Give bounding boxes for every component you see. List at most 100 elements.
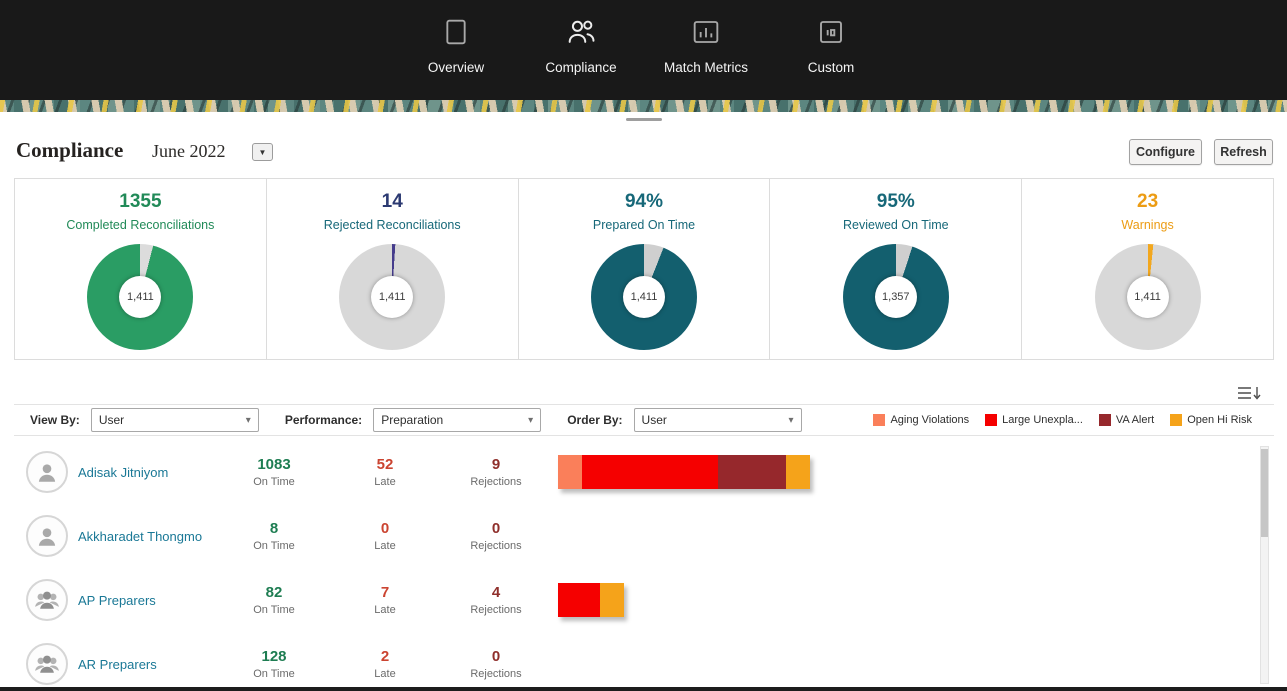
period-dropdown-button[interactable]: ▼ [252,143,273,161]
legend-swatch [985,414,998,426]
compliance-icon [564,12,598,52]
on-time-value: 1083 [257,456,291,473]
kpi-label: Rejected Reconciliations [323,218,461,232]
performance-select[interactable]: Preparation ▾ [373,408,542,432]
panel-drag-handle[interactable] [625,118,662,121]
tab-compliance[interactable]: Compliance [519,12,644,75]
chevron-down-icon: ▼ [258,147,267,157]
order-by-value: User [641,413,667,427]
kpi-label: Reviewed On Time [842,218,949,232]
warnings-donut-chart[interactable]: 1,411 [1094,244,1201,350]
user-name-link[interactable]: Adisak Jitniyom [78,464,169,480]
on-time-caption: On Time [253,604,295,616]
on-time-stat: 1083 On Time [229,456,319,488]
late-caption: Late [374,476,396,488]
prepared-donut-chart[interactable]: 1,411 [590,244,697,350]
bottom-edge-strip [0,687,1287,691]
rejections-stat: 0 Rejections [451,648,541,680]
filter-toolbar: View By: User ▾ Performance: Preparation… [14,404,1274,436]
user-name-link[interactable]: Akkharadet Thongmo [78,528,203,544]
table-row: AR Preparers 128 On Time 2 Late 0 Reject… [14,632,1274,691]
late-value: 0 [380,520,390,537]
late-caption: Late [374,668,396,680]
tab-custom[interactable]: Custom [769,12,894,75]
kpi-prepared-on-time: 94% Prepared On Time 1,411 [517,179,770,359]
legend-va-alert: VA Alert [1098,414,1154,426]
legend-open-hi-risk: Open Hi Risk [1170,414,1252,426]
violations-bar-chart[interactable] [558,455,810,489]
legend-label: Aging Violations [890,414,970,426]
late-stat: 0 Late [345,520,425,552]
kpi-completed-reconciliations: 1355 Completed Reconciliations 1,411 [15,179,266,359]
donut-center-value: 1,411 [622,276,665,318]
overview-icon [440,12,472,52]
on-time-value: 82 [265,584,283,601]
performance-label: Performance: [284,413,363,427]
donut-center-value: 1,357 [874,276,917,318]
rejected-donut-chart[interactable]: 1,411 [339,244,446,350]
tab-match-metrics[interactable]: Match Metrics [644,12,769,75]
table-options-icon[interactable] [1236,384,1262,402]
on-time-caption: On Time [253,540,295,552]
kpi-label: Warnings [1121,218,1174,232]
chevron-down-icon: ▾ [528,414,534,426]
kpi-value: 14 [381,191,403,212]
view-by-label: View By: [30,413,80,427]
kpi-value: 1355 [119,191,162,212]
group-avatar-icon [26,643,68,685]
view-by-value: User [98,413,125,427]
chevron-down-icon: ▾ [788,414,794,426]
late-value: 7 [380,584,390,601]
decorative-pattern-band [0,100,1287,112]
rejections-stat: 4 Rejections [451,584,541,616]
order-by-label: Order By: [567,413,623,427]
tab-overview[interactable]: Overview [394,12,519,75]
late-value: 52 [376,456,394,473]
reviewed-donut-chart[interactable]: 1,357 [842,244,949,350]
kpi-value: 95% [876,191,915,212]
top-navigation: Overview Compliance Match Metrics [0,0,1287,100]
table-scrollbar[interactable] [1260,446,1269,684]
rejections-value: 0 [491,648,501,665]
donut-center-value: 1,411 [119,276,162,318]
period-label: June 2022 [152,141,226,161]
kpi-value: 94% [624,191,663,212]
configure-button[interactable]: Configure [1129,139,1202,165]
rejections-value: 9 [491,456,501,473]
on-time-value: 128 [261,648,287,665]
on-time-value: 8 [269,520,279,537]
table-row: Adisak Jitniyom 1083 On Time 52 Late 9 R… [14,440,1274,504]
on-time-stat: 82 On Time [229,584,319,616]
donut-center-value: 1,411 [371,276,414,318]
on-time-caption: On Time [253,476,295,488]
late-value: 2 [380,648,390,665]
rejections-caption: Rejections [470,476,522,488]
completed-donut-chart[interactable]: 1,411 [87,244,194,350]
legend-large-unexplained: Large Unexpla... [985,414,1083,426]
late-caption: Late [374,540,396,552]
chevron-down-icon: ▾ [245,414,251,426]
scrollbar-thumb[interactable] [1261,449,1268,537]
person-avatar-icon [26,451,68,493]
kpi-rejected-reconciliations: 14 Rejected Reconciliations 1,411 [265,179,518,359]
legend-label: Open Hi Risk [1187,414,1252,426]
kpi-value: 23 [1137,191,1159,212]
violations-bar-chart[interactable] [558,583,624,617]
legend-swatch [1170,414,1183,426]
table-row: AP Preparers 82 On Time 7 Late 4 Rejecti… [14,568,1274,632]
refresh-button[interactable]: Refresh [1214,139,1273,165]
match-metrics-icon [690,12,722,52]
group-name-link[interactable]: AR Preparers [78,656,157,672]
on-time-caption: On Time [253,668,295,680]
view-by-select[interactable]: User ▾ [90,408,259,432]
group-name-link[interactable]: AP Preparers [78,592,156,608]
rejections-stat: 9 Rejections [451,456,541,488]
performance-table: Adisak Jitniyom 1083 On Time 52 Late 9 R… [14,440,1274,691]
legend-label: Large Unexpla... [1002,414,1083,426]
page-title: Compliance [16,138,124,162]
person-avatar-icon [26,515,68,557]
rejections-caption: Rejections [470,668,522,680]
order-by-select[interactable]: User ▾ [633,408,802,432]
donut-center-value: 1,411 [1126,276,1169,318]
